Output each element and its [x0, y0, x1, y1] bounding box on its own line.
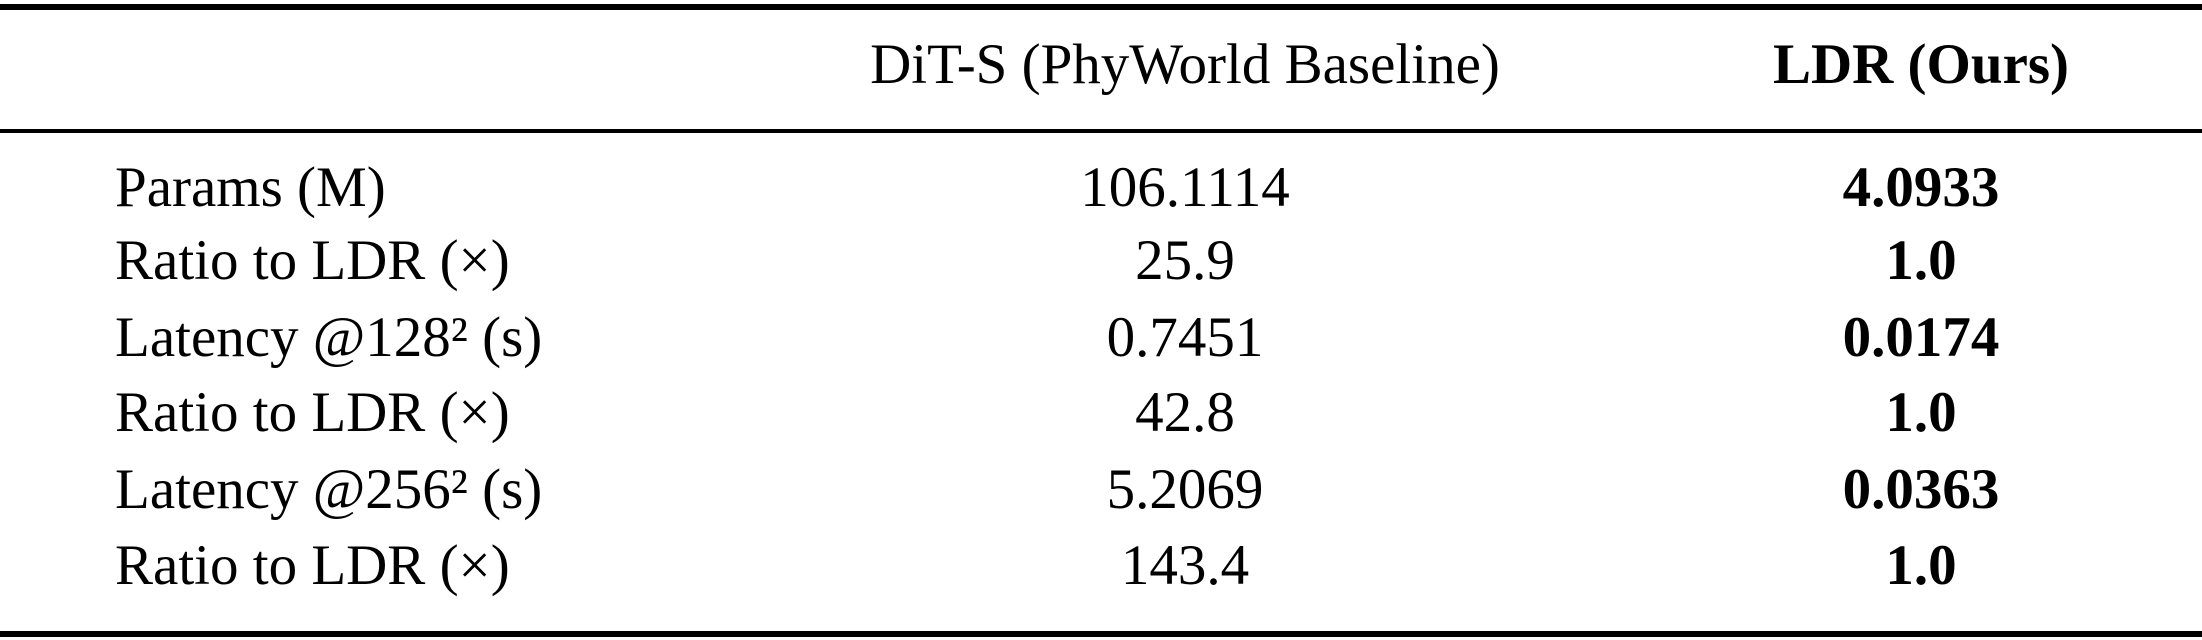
cell: 4.0933 — [1843, 156, 2000, 219]
row-label: Params (M) — [115, 156, 386, 219]
cell: 143.4 — [1121, 534, 1249, 597]
cell: 42.8 — [1135, 381, 1235, 444]
cell: 5.2069 — [1107, 458, 1264, 521]
cell: 0.7451 — [1107, 306, 1264, 369]
cell: 1.0 — [1885, 229, 1956, 292]
row-label: Ratio to LDR (×) — [115, 229, 510, 292]
row-label: Latency @256² (s) — [115, 458, 542, 521]
cell: 106.1114 — [1080, 156, 1290, 219]
row-label: Ratio to LDR (×) — [115, 534, 510, 597]
row-label: Latency @128² (s) — [115, 306, 542, 369]
cell: 1.0 — [1885, 534, 1956, 597]
header-cell: DiT-S (PhyWorld Baseline) — [870, 33, 1500, 96]
header-cell: LDR (Ours) — [1773, 33, 2069, 96]
cell: 0.0174 — [1843, 306, 2000, 369]
cell: 1.0 — [1885, 381, 1956, 444]
row-label: Ratio to LDR (×) — [115, 381, 510, 444]
cell: 0.0363 — [1843, 458, 2000, 521]
cell: 25.9 — [1135, 229, 1235, 292]
